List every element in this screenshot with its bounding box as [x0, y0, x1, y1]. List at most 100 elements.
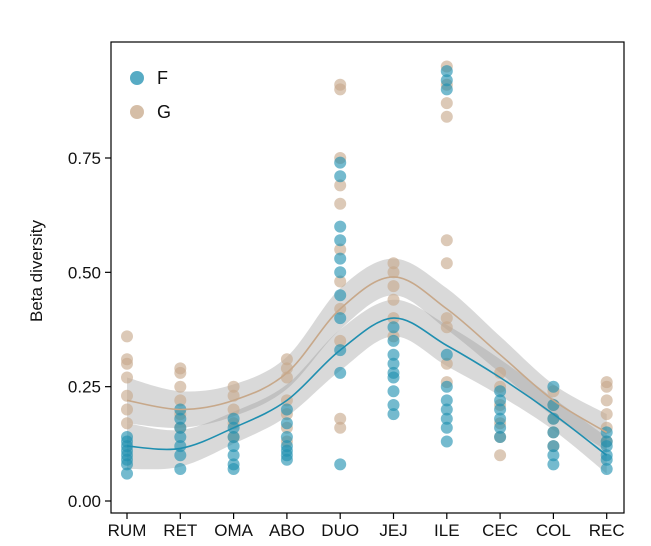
point-f-oma: [227, 412, 240, 425]
point-f-ret: [174, 463, 187, 475]
point-g-abo: [280, 362, 293, 375]
point-f-ret: [174, 421, 187, 434]
point-f-abo: [280, 431, 293, 443]
x-tick-label-rum: RUM: [108, 521, 147, 540]
point-f-col: [547, 440, 560, 453]
point-g-duo: [334, 275, 347, 288]
point-f-rum: [121, 467, 133, 480]
point-g-jej: [387, 280, 400, 293]
point-f-ile: [440, 435, 453, 448]
point-f-ile: [440, 421, 453, 434]
point-f-jej: [387, 334, 400, 347]
point-g-jej: [387, 293, 400, 306]
point-f-rec: [600, 463, 613, 475]
point-g-rum: [121, 353, 133, 366]
x-tick-label-duo: DUO: [321, 521, 359, 540]
point-g-ile: [440, 110, 453, 123]
point-g-ile: [440, 234, 453, 247]
point-f-ret: [174, 449, 187, 462]
point-f-jej: [387, 385, 400, 398]
legend-label-f: F: [157, 68, 168, 88]
point-f-duo: [334, 312, 347, 325]
y-tick-label: 0.50: [68, 263, 101, 282]
point-f-jej: [387, 348, 400, 361]
y-axis: 0.00 0.25 0.50 0.75: [68, 149, 111, 511]
x-tick-label-col: COL: [536, 521, 571, 540]
point-g-ile: [440, 97, 453, 110]
y-tick-label: 0.00: [68, 492, 101, 511]
point-f-rec: [600, 435, 613, 448]
fit-line-f: [126, 317, 608, 456]
x-axis: RUM RET OMA ABO DUO JEJ ILE CEC COL REC: [108, 513, 625, 540]
point-g-rec: [600, 408, 613, 421]
point-f-jej: [387, 408, 400, 421]
point-g-rum: [121, 371, 133, 384]
legend-marker-g: [130, 105, 144, 119]
point-f-duo: [334, 220, 347, 233]
y-tick-label: 0.75: [68, 149, 101, 168]
point-g-rum: [121, 330, 133, 343]
point-f-cec: [494, 431, 507, 443]
point-f-oma: [227, 458, 240, 471]
x-tick-label-oma: OMA: [214, 521, 253, 540]
point-f-col: [547, 380, 560, 393]
point-g-cec: [494, 449, 507, 462]
point-g-duo: [334, 334, 347, 347]
point-f-duo: [334, 366, 347, 379]
x-tick-label-jej: JEJ: [379, 521, 407, 540]
point-g-ile: [440, 357, 453, 370]
point-f-abo: [280, 440, 293, 453]
point-f-ile: [440, 65, 453, 78]
ci-band-g: [127, 258, 607, 451]
ci-band-f: [127, 299, 607, 474]
point-f-duo: [334, 156, 347, 169]
point-f-jej: [387, 399, 400, 411]
point-g-ile: [440, 321, 453, 334]
point-f-oma: [227, 440, 240, 453]
point-g-jej: [387, 266, 400, 279]
point-f-jej: [387, 357, 400, 370]
point-f-duo: [334, 266, 347, 279]
point-f-duo: [334, 252, 347, 265]
point-g-duo: [334, 421, 347, 434]
point-g-abo: [280, 353, 293, 366]
point-f-ret: [174, 412, 187, 425]
x-tick-label-ret: RET: [163, 521, 197, 540]
point-f-jej: [387, 366, 400, 379]
point-f-abo: [280, 417, 293, 430]
point-f-rum: [121, 431, 133, 443]
y-tick-label: 0.25: [68, 378, 101, 397]
point-f-ile: [440, 394, 453, 407]
fit-lines: [126, 276, 608, 456]
x-tick-label-abo: ABO: [269, 521, 305, 540]
point-g-ret: [174, 380, 187, 393]
point-g-ile: [440, 312, 453, 325]
legend-marker-f: [130, 71, 144, 85]
point-g-rum: [121, 403, 133, 416]
point-f-abo: [280, 403, 293, 416]
point-f-col: [547, 458, 560, 471]
point-f-cec: [494, 421, 507, 434]
point-g-duo: [334, 243, 347, 256]
point-f-duo: [334, 234, 347, 247]
point-g-duo: [334, 197, 347, 210]
point-g-ret: [174, 362, 187, 375]
point-f-oma: [227, 449, 240, 462]
point-f-col: [547, 449, 560, 462]
point-g-rec: [600, 394, 613, 407]
point-f-ile: [440, 83, 453, 96]
y-axis-title: Beta diversity: [27, 219, 46, 322]
point-f-oma: [227, 431, 240, 443]
point-g-duo: [334, 412, 347, 425]
point-f-duo: [334, 289, 347, 302]
point-f-ile: [440, 74, 453, 87]
point-g-rum: [121, 417, 133, 430]
fit-line-g: [126, 276, 608, 434]
point-g-duo: [334, 78, 347, 91]
legend-label-g: G: [157, 102, 171, 122]
point-f-jej: [387, 321, 400, 334]
x-tick-label-ile: ILE: [434, 521, 460, 540]
point-f-duo: [334, 170, 347, 183]
point-f-cec: [494, 412, 507, 425]
